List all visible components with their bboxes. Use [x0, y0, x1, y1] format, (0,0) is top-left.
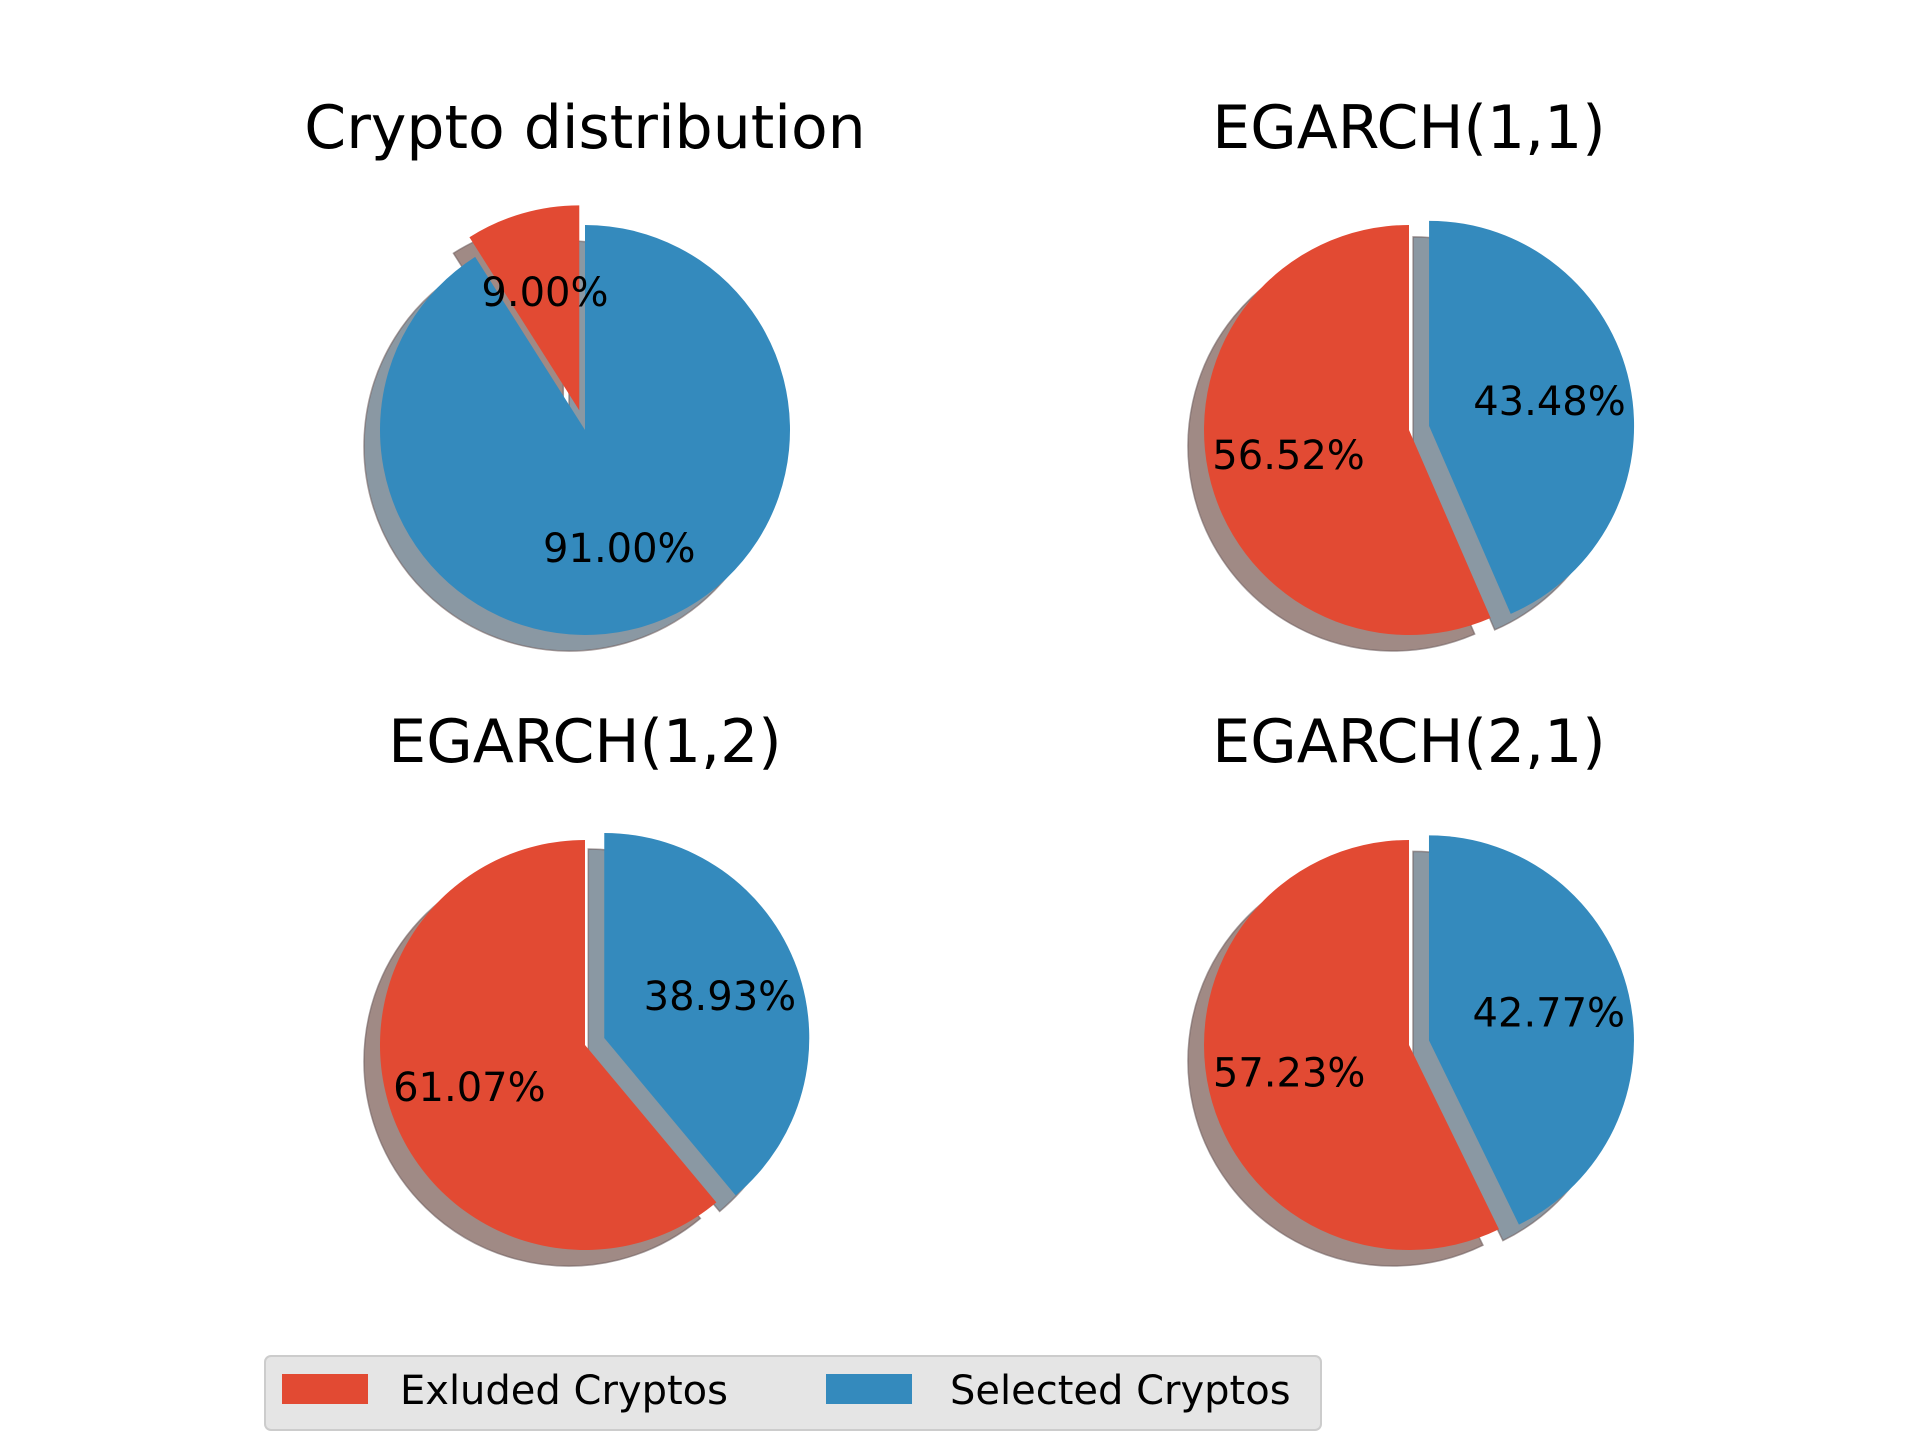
legend-label-selected: Selected Cryptos: [950, 1368, 1291, 1414]
pie-panel-egarch-1-2: EGARCH(1,2) 61.07% 38.93%: [363, 707, 810, 1267]
pie-pct-label: 38.93%: [644, 974, 797, 1020]
pie-pct-label: 61.07%: [393, 1065, 546, 1111]
legend-label-excluded: Exluded Cryptos: [400, 1368, 728, 1414]
pie-pct-label: 43.48%: [1473, 379, 1626, 425]
pie-slice-selected-cryptos: [1428, 835, 1634, 1225]
legend-swatch-excluded: [282, 1374, 368, 1404]
pie-slice-selected-cryptos: [604, 833, 810, 1196]
pie-pct-label: 42.77%: [1473, 991, 1626, 1037]
chart-title: EGARCH(1,2): [388, 707, 781, 777]
chart-legend: Exluded Cryptos Selected Cryptos: [264, 1355, 1322, 1431]
pie-slice-selected-cryptos: [1429, 220, 1635, 614]
chart-title: EGARCH(2,1): [1212, 707, 1605, 777]
pie-panel-crypto-distribution: Crypto distribution 9.00% 91.00%: [304, 93, 866, 652]
chart-title: EGARCH(1,1): [1212, 93, 1605, 163]
pie-pct-label: 91.00%: [543, 526, 696, 572]
legend-frame: [264, 1355, 1322, 1431]
pie-slice-exluded-cryptos: [1204, 225, 1491, 635]
pie-pct-label: 9.00%: [481, 270, 608, 316]
pie-pct-label: 56.52%: [1212, 433, 1365, 479]
pie-pct-label: 57.23%: [1213, 1051, 1366, 1097]
pie-slice-exluded-cryptos: [379, 840, 717, 1250]
pie-slice-selected-cryptos: [380, 225, 790, 635]
chart-title: Crypto distribution: [304, 93, 865, 163]
pie-slice-exluded-cryptos: [1204, 840, 1499, 1250]
pie-panel-egarch-2-1: EGARCH(2,1) 57.23% 42.77%: [1187, 707, 1634, 1267]
pie-slice-exluded-cryptos: [469, 205, 580, 411]
legend-swatch-selected: [826, 1374, 912, 1404]
pie-panel-egarch-1-1: EGARCH(1,1) 56.52% 43.48%: [1187, 93, 1635, 652]
